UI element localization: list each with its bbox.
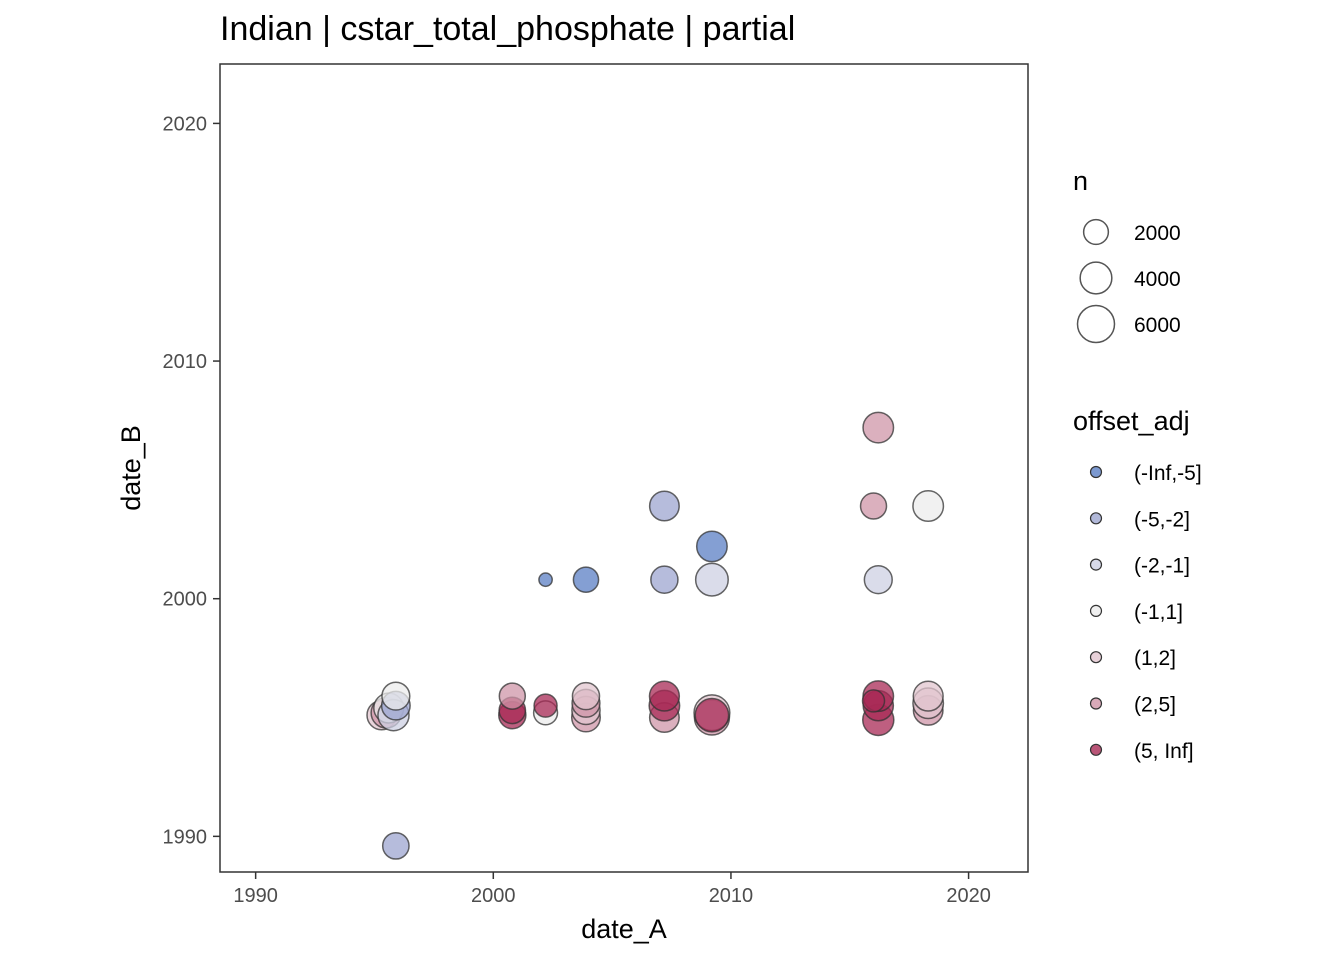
color-legend-label: (-5,-2] (1134, 508, 1190, 531)
data-point (695, 530, 728, 563)
data-point (381, 831, 410, 860)
data-point (648, 680, 681, 712)
chart-title: Indian | cstar_total_phosphate | partial (220, 10, 795, 48)
size-legend-key (1076, 304, 1116, 344)
color-legend-label: (1,2] (1134, 647, 1176, 670)
y-tick-label: 2010 (163, 351, 208, 373)
color-legend-key (1089, 558, 1103, 571)
data-point (859, 492, 888, 520)
color-legend-title: offset_adj (1073, 406, 1190, 436)
data-point (862, 411, 895, 444)
color-legend: offset_adj (-Inf,-5] (-5,-2] (-2,-1] (-1,1]… (1073, 406, 1202, 763)
data-point (572, 566, 600, 594)
color-legend-key (1089, 604, 1103, 618)
color-legend-label: (2,5] (1134, 694, 1176, 717)
y-tick-label: 1990 (163, 826, 208, 848)
x-tick-label: 2010 (709, 885, 754, 907)
size-legend: n 2000 4000 6000 (1073, 166, 1181, 344)
size-legend-label: 6000 (1134, 314, 1181, 337)
y-axis-title: date_B (116, 425, 146, 511)
data-point (694, 697, 730, 733)
color-legend-key (1089, 651, 1103, 664)
data-point (861, 689, 886, 713)
size-legend-label: 4000 (1134, 268, 1181, 291)
x-tick-label: 2000 (471, 885, 516, 907)
data-point (650, 565, 679, 594)
data-point (694, 562, 729, 597)
data-point (648, 490, 680, 522)
color-legend-label: (5, Inf] (1134, 740, 1194, 763)
points-layer (366, 411, 945, 860)
color-legend-label: (-2,-1] (1134, 555, 1190, 578)
data-point (571, 681, 601, 711)
data-point (538, 572, 553, 588)
data-point (498, 682, 527, 710)
color-legend-key (1089, 697, 1103, 710)
size-legend-title: n (1073, 166, 1088, 196)
x-axis-title: date_A (581, 914, 667, 944)
color-legend-key (1089, 465, 1103, 479)
size-legend-key (1079, 261, 1113, 295)
x-axis: 1990 2000 2010 2020 (233, 872, 991, 907)
plot-panel (219, 63, 1029, 873)
y-tick-label: 2000 (163, 589, 208, 611)
size-legend-key (1082, 218, 1110, 246)
color-legend-key (1089, 743, 1103, 756)
data-point (912, 680, 944, 712)
y-tick-label: 2020 (163, 113, 208, 135)
y-axis: 1990 2000 2010 2020 (163, 113, 220, 848)
color-legend-label: (-Inf,-5] (1134, 462, 1202, 485)
color-legend-label: (-1,1] (1134, 601, 1183, 624)
data-point (533, 693, 558, 718)
x-tick-label: 1990 (233, 885, 278, 907)
data-point (912, 490, 945, 523)
data-point (381, 681, 411, 711)
x-tick-label: 2020 (946, 885, 991, 907)
data-point (863, 565, 893, 595)
color-legend-key (1089, 512, 1103, 525)
size-legend-label: 2000 (1134, 222, 1181, 245)
